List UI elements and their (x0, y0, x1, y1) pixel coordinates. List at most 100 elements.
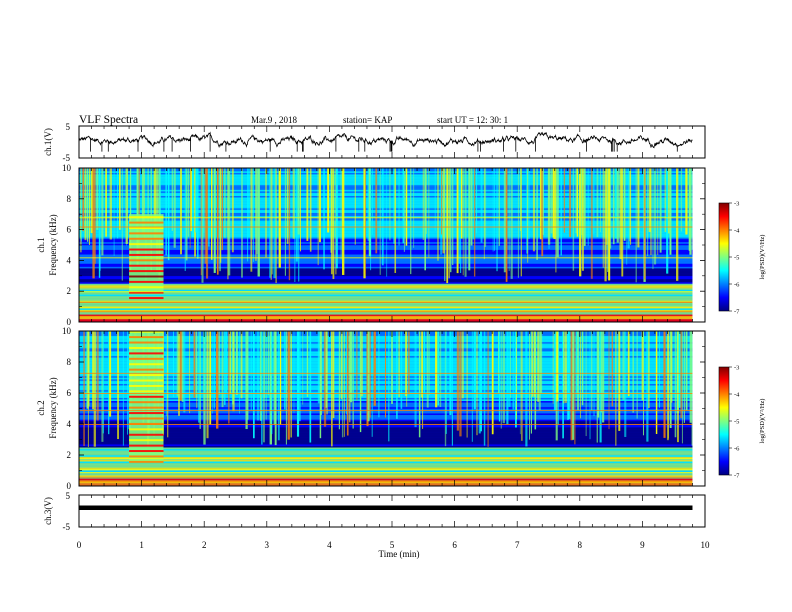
sferic-streak (349, 331, 351, 423)
narrowband-line (79, 226, 693, 228)
sferic-streak (647, 168, 649, 257)
spectrogram-band (79, 184, 693, 187)
spectrogram-band (79, 235, 693, 238)
sferic-streak (393, 168, 396, 244)
sferic-streak (204, 331, 206, 394)
spectrogram-band (79, 425, 693, 428)
sferic-streak (580, 168, 583, 235)
colorbar-tick-label: -6 (734, 446, 740, 453)
disturbance-line (129, 264, 164, 267)
sferic-streak (532, 168, 536, 252)
spectrogram-band (79, 419, 693, 422)
sferic-streak (596, 168, 599, 238)
station-label: station= KAP (343, 115, 392, 125)
sferic-streak (569, 168, 572, 237)
sferic-streak (273, 168, 276, 279)
sferic-streak (451, 331, 453, 446)
sferic-streak (529, 331, 531, 440)
sferic-streak (341, 331, 344, 438)
start-time-label: start UT = 12: 30: 1 (437, 115, 508, 125)
sferic-streak (342, 168, 345, 275)
sferic-streak (93, 331, 96, 447)
spectrogram-band (79, 453, 693, 456)
sferic-streak (527, 168, 529, 263)
disturbance-line (129, 346, 164, 349)
sferic-streak (102, 331, 104, 434)
spectrogram-band (79, 445, 693, 448)
sferic-streak (366, 331, 369, 427)
disturbance-line (129, 406, 164, 409)
sferic-streak (245, 331, 248, 430)
ch1-frequency-ticks: 0 2 4 6 8 10 (62, 163, 705, 327)
disturbance-line (129, 450, 164, 453)
disturbance-line (129, 460, 164, 463)
sferic-streak (508, 168, 510, 271)
sferic-streak (520, 168, 522, 277)
spectrogram-band (79, 265, 693, 267)
sferic-streak (80, 168, 82, 253)
disturbance-line (129, 336, 164, 339)
spectrogram-band (79, 439, 693, 442)
sferic-streak (86, 331, 89, 409)
sferic-streak (644, 168, 646, 280)
sferic-streak (403, 168, 405, 252)
sferic-streak (635, 168, 637, 283)
sferic-streak (261, 331, 263, 445)
sferic-streak (200, 168, 203, 276)
sferic-streak (371, 331, 373, 437)
spectrogram-band (79, 249, 693, 252)
sferic-streak (317, 331, 320, 404)
sferic-streak (550, 168, 553, 234)
frequency-tick-label: 0 (67, 481, 72, 491)
sferic-streak (459, 331, 462, 437)
sferic-streak (365, 168, 366, 275)
spectrogram-band (79, 475, 693, 477)
sferic-streak (470, 168, 473, 246)
sferic-streak (609, 168, 612, 249)
spectrogram-band (79, 280, 693, 283)
sferic-streak (590, 168, 593, 279)
spectrogram-band (79, 231, 693, 233)
sferic-streak (538, 331, 541, 411)
sferic-streak (464, 168, 467, 277)
ch1-spectrogram-time-ticks (78, 168, 706, 322)
sferic-streak (235, 331, 238, 395)
sferic-streak (630, 168, 632, 245)
sferic-streak (277, 331, 280, 441)
sferic-streak (191, 168, 195, 238)
sferic-streak (648, 331, 650, 409)
spectrogram-band (79, 180, 693, 183)
sferic-streak (636, 331, 638, 419)
disturbance-line (129, 379, 164, 382)
sferic-streak (410, 168, 412, 275)
spectrogram-band (79, 422, 693, 425)
sferic-streak (199, 331, 201, 429)
sferic-streak (597, 331, 600, 418)
disturbance-line (129, 368, 164, 371)
sferic-streak (674, 331, 677, 438)
sferic-streak (657, 168, 659, 255)
spectrogram-band (79, 281, 693, 284)
sferic-streak (667, 168, 670, 234)
frequency-tick-label: 10 (62, 163, 72, 173)
ch1-ytick-top: 5 (66, 122, 71, 132)
sferic-streak (496, 168, 498, 272)
ch3-ytick-top: 5 (66, 491, 71, 501)
colorbar-1-ticks: -3 -4 -5 -6 -7 (729, 201, 740, 316)
sferic-streak (83, 331, 85, 446)
sferic-streak (503, 168, 507, 273)
sferic-streak (330, 168, 333, 275)
sferic-streak (179, 331, 182, 401)
sferic-streak (484, 168, 487, 247)
spectrogram-band (79, 462, 693, 465)
spectrogram-band (79, 268, 693, 270)
ch2-frequency-label: Frequency (kHz) (48, 377, 58, 438)
spectrogram-band (79, 237, 693, 240)
frequency-tick-label: 8 (67, 194, 72, 204)
sferic-streak (241, 168, 243, 278)
spectrogram-band (79, 473, 693, 476)
spectrogram-band (79, 194, 693, 197)
ch1-spectrogram (79, 168, 705, 323)
spectrogram-band (79, 467, 693, 470)
sferic-streak (680, 331, 683, 419)
